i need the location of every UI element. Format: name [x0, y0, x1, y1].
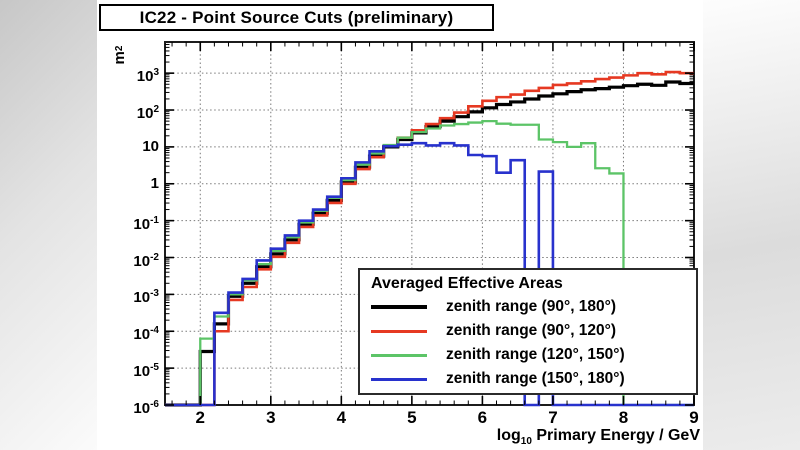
y-tick-label: 10-3: [133, 288, 159, 307]
legend-line-swatch: [371, 305, 427, 309]
legend-line-swatch: [371, 377, 427, 381]
legend-entry: zenith range (120°, 150°): [371, 343, 696, 367]
legend-entry: zenith range (150°, 180°): [371, 367, 696, 391]
legend-line-swatch: [371, 329, 427, 333]
x-tick-label: 9: [689, 408, 699, 427]
y-unit-exponent: 2: [113, 45, 125, 52]
page-right-margin: [703, 0, 800, 450]
legend-line-swatch: [371, 353, 427, 357]
x-tick-label: 4: [336, 408, 347, 427]
y-tick-label: 1: [150, 174, 159, 192]
legend-entries: zenith range (90°, 180°) zenith range (90…: [371, 295, 696, 391]
page-left-margin: [0, 0, 97, 450]
y-tick-label: 102: [136, 104, 159, 123]
legend-entry: zenith range (90°, 120°): [371, 319, 696, 343]
x-axis-title-prefix: log: [496, 427, 521, 444]
y-tick-label: 103: [136, 67, 159, 86]
x-tick-label: 2: [195, 408, 205, 427]
legend-label: zenith range (90°, 180°): [446, 298, 617, 315]
x-tick-label: 3: [266, 408, 276, 427]
y-tick-label: 10-6: [133, 399, 159, 417]
y-tick-label: 10-1: [133, 214, 159, 233]
y-unit-main: m: [110, 51, 128, 65]
y-tick-label: 10-5: [133, 362, 159, 381]
legend: Averaged Effective Areas zenith range (9…: [358, 268, 698, 395]
x-axis-title-subscript: 10: [520, 436, 532, 448]
legend-entry: zenith range (90°, 180°): [371, 295, 696, 319]
plot-frame: [164, 41, 695, 406]
x-tick-label: 6: [477, 408, 488, 427]
y-tick-label: 10-4: [133, 325, 159, 344]
x-axis-title: log10 Primary Energy / GeV: [400, 427, 700, 447]
legend-label: zenith range (90°, 120°): [446, 322, 617, 339]
legend-title: Averaged Effective Areas: [371, 275, 563, 292]
legend-label: zenith range (120°, 150°): [446, 346, 625, 363]
y-tick-label: 10: [142, 137, 159, 155]
x-tick-label: 7: [548, 408, 558, 427]
x-axis-title-rest: Primary Energy / GeV: [531, 427, 700, 444]
legend-label: zenith range (150°, 180°): [446, 370, 625, 387]
x-tick-label: 5: [407, 408, 417, 427]
x-tick-label: 8: [618, 408, 629, 427]
series-curve: [165, 70, 694, 407]
y-tick-label: 10-2: [133, 251, 159, 270]
plot-title: IC22 - Point Source Cuts (preliminary): [139, 7, 454, 27]
plot-title-box: IC22 - Point Source Cuts (preliminary): [99, 4, 494, 31]
series-curve: [165, 80, 694, 407]
